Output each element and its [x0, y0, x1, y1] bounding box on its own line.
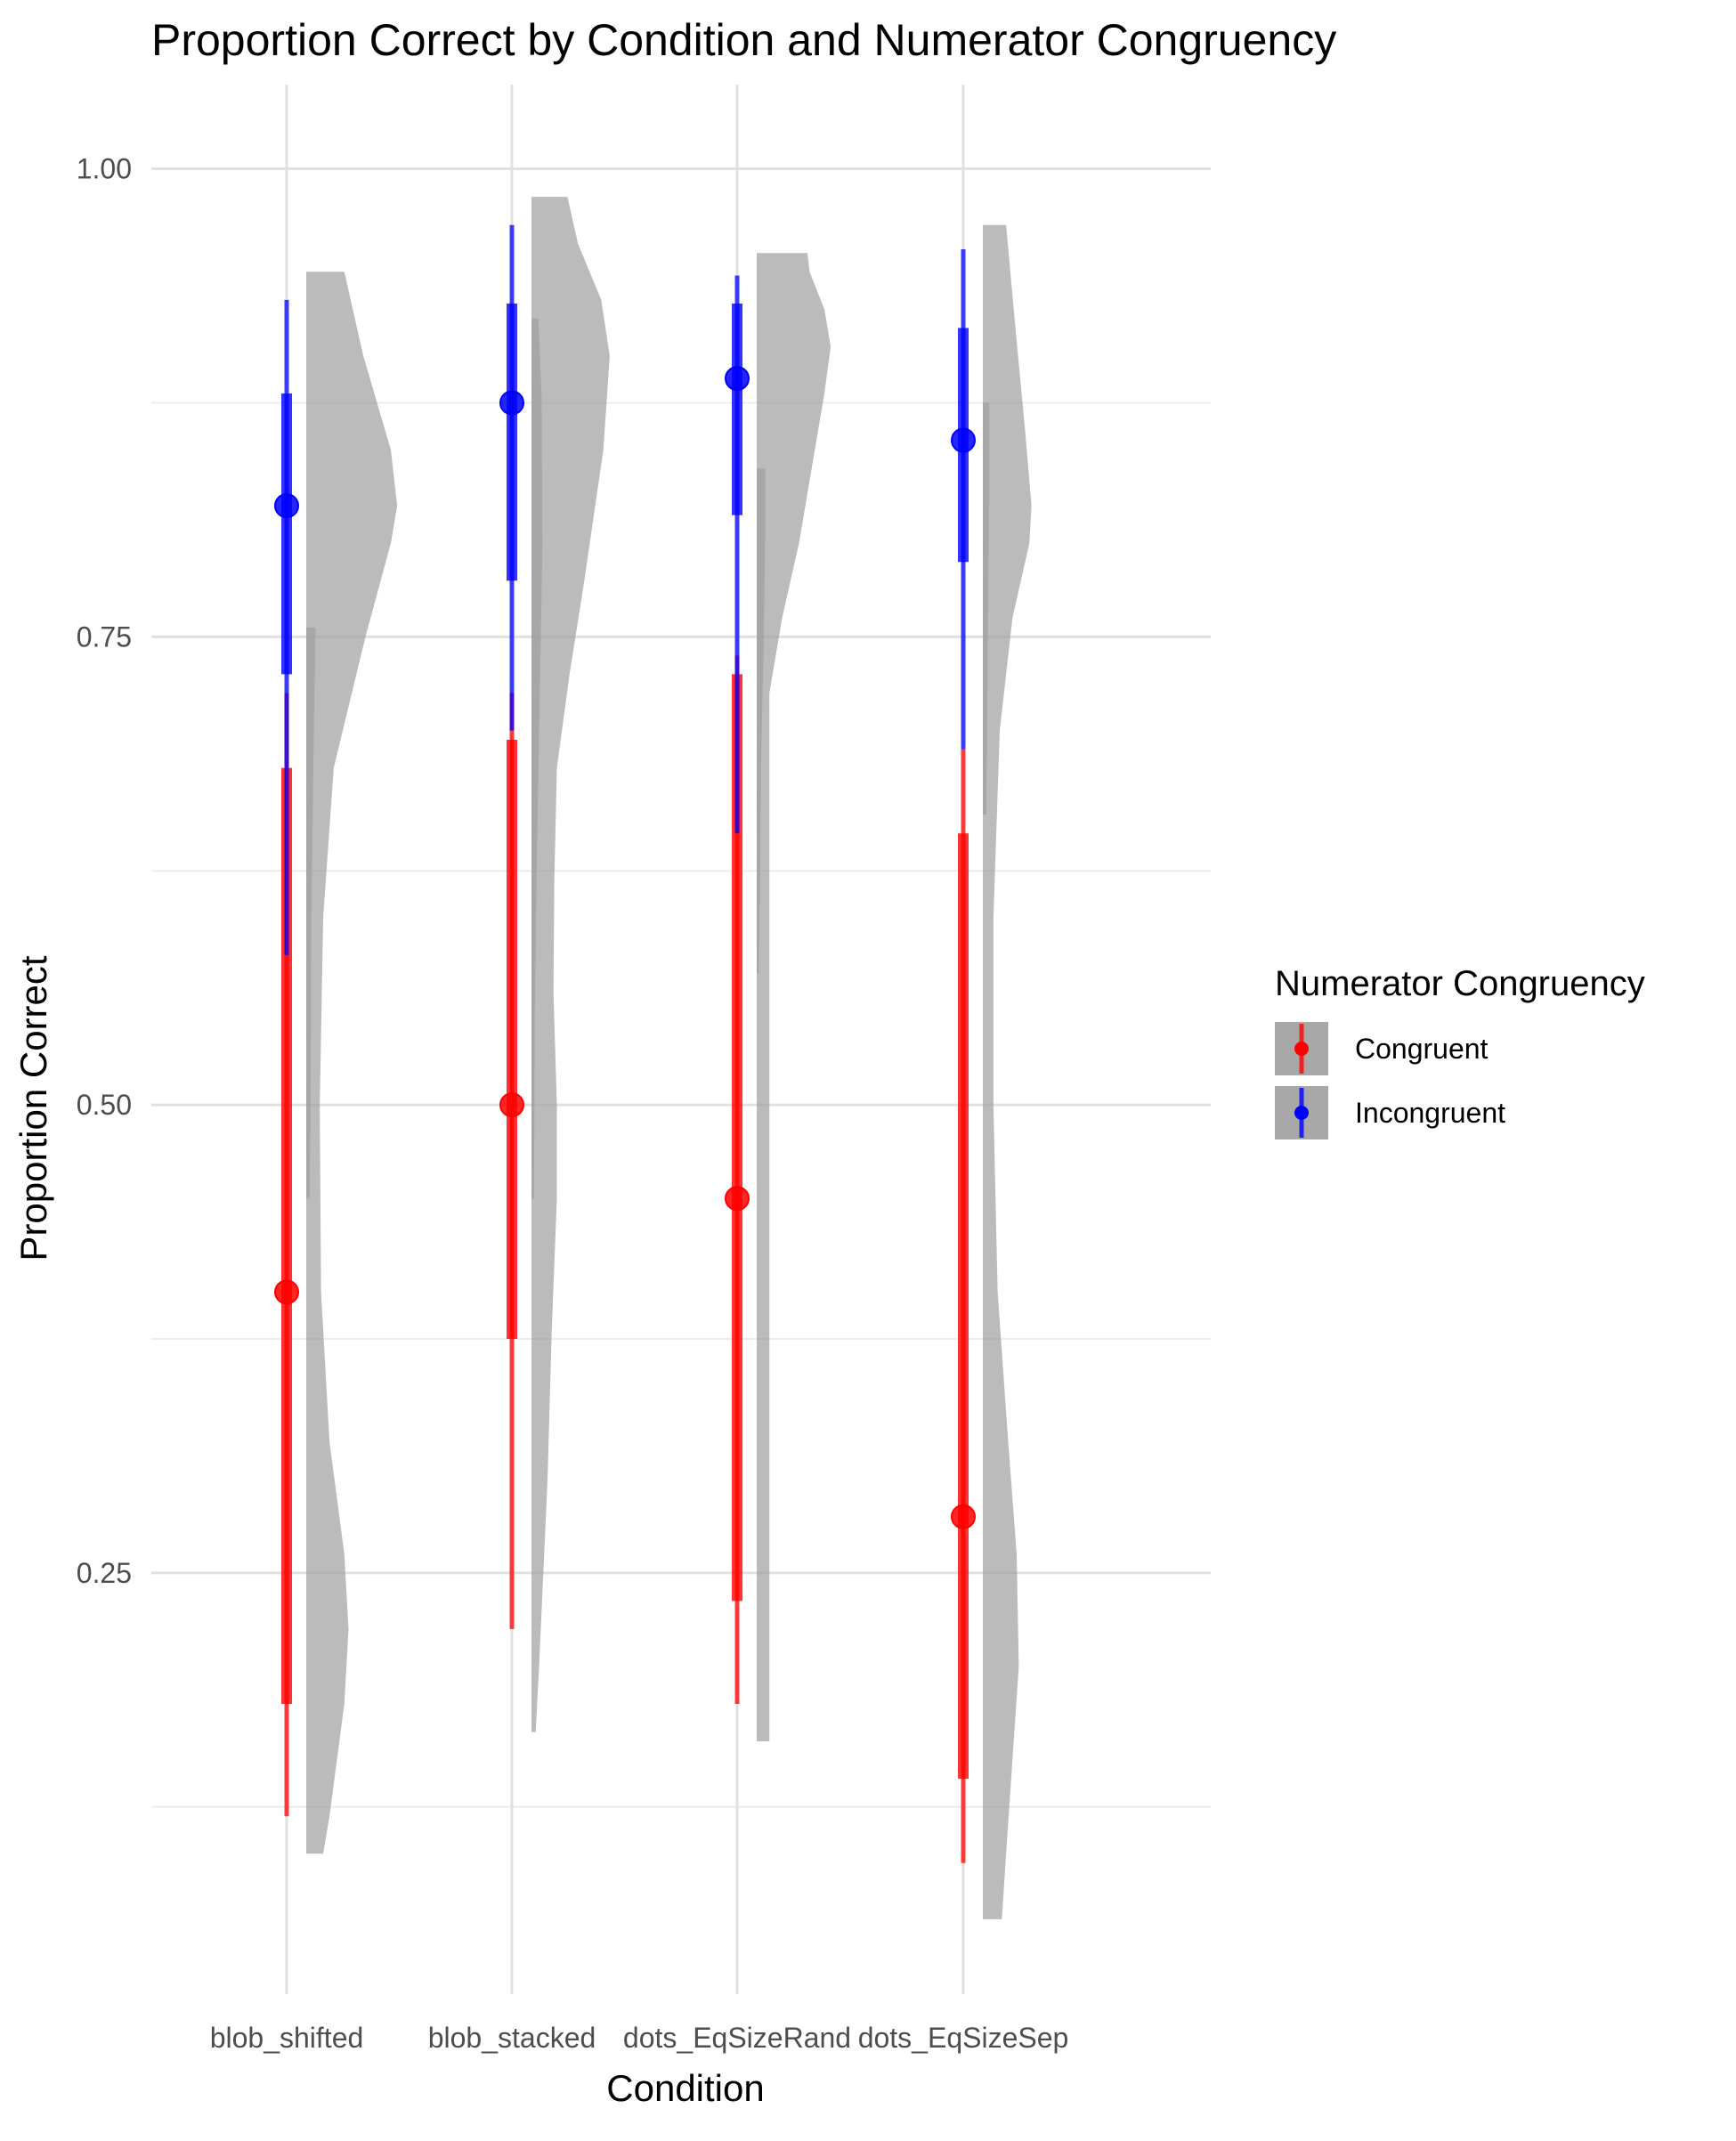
legend-label-0: Congruent	[1355, 1033, 1489, 1065]
interval-bars	[281, 224, 969, 1863]
legend-items: Congruent Incongruent	[1275, 1022, 1505, 1139]
y-tick-label-2: 0.75	[77, 620, 132, 653]
density-blob_stacked-incongruent	[531, 318, 543, 1199]
point-dots_EqSizeSep-incongruent	[951, 427, 976, 453]
legend-key-point-1	[1294, 1106, 1309, 1120]
density-dots_EqSizeSep-congruent	[983, 224, 1032, 1919]
point-dots_EqSizeRand-congruent	[725, 1186, 750, 1212]
legend-title: Numerator Congruency	[1275, 964, 1645, 1003]
legend: Numerator Congruency Congruent Incongruen…	[1275, 964, 1645, 1139]
x-tick-label-dots_EqSizeRand: dots_EqSizeRand	[623, 2022, 851, 2054]
y-tick-label-3: 1.00	[77, 153, 132, 185]
density-dots_EqSizeRand-incongruent	[757, 468, 766, 974]
y-axis-title: Proportion Correct	[12, 955, 54, 1261]
density-dots_EqSizeRand-congruent	[757, 253, 831, 1742]
density-blob_shifted-incongruent	[306, 627, 316, 1199]
density-blob_shifted-congruent	[306, 272, 398, 1854]
density-shapes	[306, 197, 1032, 1919]
axis-labels: 0.25 0.50 0.75 1.00 blob_shifted blob_stacked…	[77, 153, 1069, 2054]
y-tick-label-1: 0.50	[77, 1089, 132, 1121]
x-tick-label-blob_shifted: blob_shifted	[210, 2022, 364, 2054]
y-tick-label-0: 0.25	[77, 1557, 132, 1589]
x-tick-label-dots_EqSizeSep: dots_EqSizeSep	[858, 2022, 1069, 2054]
median-points	[274, 366, 976, 1529]
point-blob_shifted-congruent	[274, 1279, 299, 1305]
point-blob_shifted-incongruent	[274, 493, 299, 519]
x-tick-label-blob_stacked: blob_stacked	[428, 2022, 596, 2054]
density-dots_EqSizeSep-incongruent	[983, 402, 990, 815]
legend-key-point-0	[1294, 1042, 1309, 1056]
legend-label-1: Incongruent	[1355, 1097, 1505, 1129]
chart-title: Proportion Correct by Condition and Nume…	[151, 15, 1336, 65]
point-dots_EqSizeRand-incongruent	[725, 366, 750, 392]
density-blob_stacked-congruent	[531, 197, 610, 1732]
point-blob_stacked-incongruent	[499, 390, 524, 416]
point-dots_EqSizeSep-congruent	[951, 1504, 976, 1529]
point-blob_stacked-congruent	[499, 1092, 524, 1118]
x-axis-title: Condition	[606, 2067, 764, 2109]
